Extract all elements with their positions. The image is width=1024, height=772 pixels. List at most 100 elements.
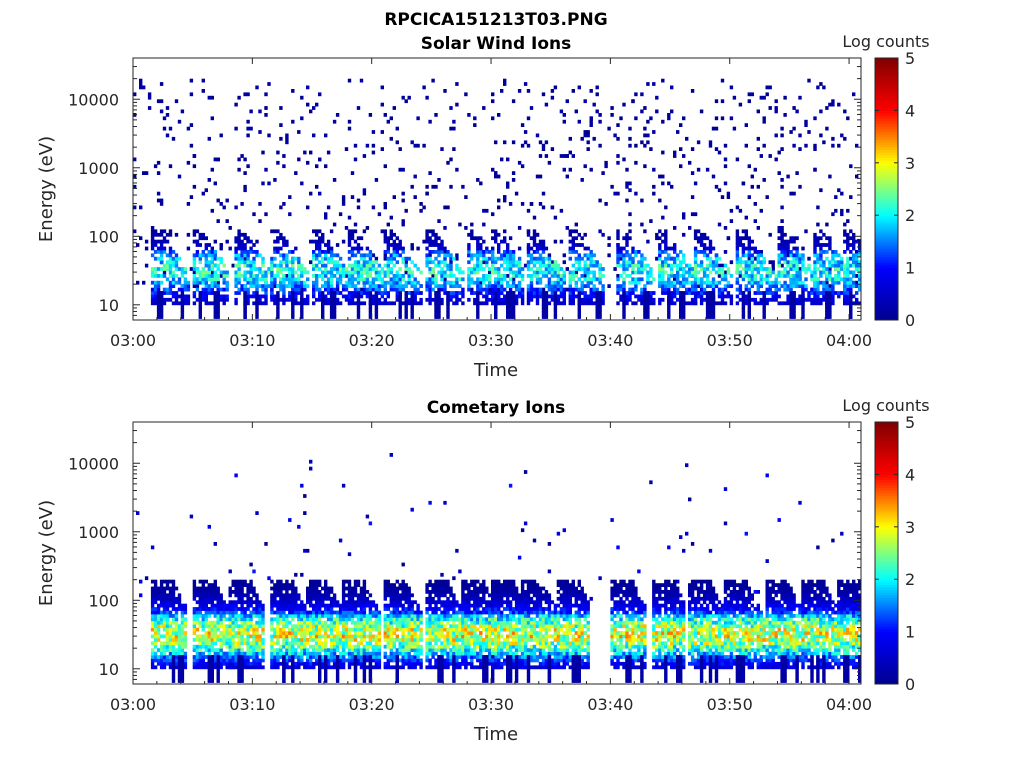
heatmap-cell bbox=[282, 240, 285, 244]
heatmap-cell bbox=[437, 315, 440, 319]
heatmap-cell bbox=[336, 291, 339, 295]
heatmap-cell bbox=[712, 315, 715, 319]
heatmap-cell bbox=[425, 264, 428, 268]
heatmap-cell bbox=[184, 611, 187, 615]
heatmap-cell bbox=[208, 621, 211, 625]
heatmap-cell bbox=[518, 274, 521, 278]
heatmap-cell bbox=[217, 587, 220, 591]
heatmap-cell bbox=[425, 192, 428, 196]
heatmap-cell bbox=[736, 206, 739, 210]
heatmap-cell bbox=[494, 171, 497, 175]
heatmap-cell bbox=[324, 298, 327, 302]
heatmap-cell bbox=[736, 288, 739, 292]
heatmap-cell bbox=[709, 257, 712, 261]
heatmap-cell bbox=[172, 621, 175, 625]
heatmap-cell bbox=[789, 240, 792, 244]
heatmap-cell bbox=[643, 229, 646, 233]
heatmap-cell bbox=[270, 277, 273, 281]
heatmap-cell bbox=[778, 295, 781, 299]
heatmap-cell bbox=[208, 250, 211, 254]
heatmap-cell bbox=[321, 233, 324, 237]
heatmap-cell bbox=[399, 274, 402, 278]
heatmap-cells bbox=[133, 79, 861, 319]
heatmap-cell bbox=[232, 607, 235, 611]
heatmap-cell bbox=[587, 274, 590, 278]
heatmap-cell bbox=[700, 291, 703, 295]
heatmap-cell bbox=[396, 140, 399, 144]
heatmap-cell bbox=[291, 305, 294, 309]
heatmap-cell bbox=[828, 236, 831, 240]
heatmap-cell bbox=[184, 638, 187, 642]
heatmap-cell bbox=[318, 274, 321, 278]
heatmap-cell bbox=[226, 655, 229, 659]
heatmap-cell bbox=[282, 253, 285, 257]
heatmap-cell bbox=[760, 96, 763, 100]
heatmap-cell bbox=[237, 229, 240, 233]
heatmap-cell bbox=[789, 264, 792, 268]
colorbar-label: Log counts bbox=[842, 32, 929, 51]
heatmap-cell bbox=[226, 624, 229, 628]
heatmap-cell bbox=[679, 264, 682, 268]
heatmap-cell bbox=[637, 277, 640, 281]
heatmap-cell bbox=[312, 106, 315, 110]
heatmap-cell bbox=[622, 277, 625, 281]
heatmap-cell bbox=[240, 288, 243, 292]
heatmap-cell bbox=[232, 604, 235, 608]
heatmap-cell bbox=[443, 274, 446, 278]
heatmap-cell bbox=[348, 264, 351, 268]
heatmap-cell bbox=[786, 284, 789, 288]
heatmap-cell bbox=[670, 298, 673, 302]
heatmap-cell bbox=[399, 308, 402, 312]
heatmap-cell bbox=[175, 264, 178, 268]
heatmap-cell bbox=[688, 498, 691, 502]
heatmap-cell bbox=[739, 264, 742, 268]
heatmap-cell bbox=[778, 171, 781, 175]
heatmap-cell bbox=[351, 301, 354, 305]
heatmap-cell bbox=[825, 284, 828, 288]
heatmap-cell bbox=[214, 621, 217, 625]
heatmap-cell bbox=[217, 274, 220, 278]
heatmap-cell bbox=[536, 233, 539, 237]
heatmap-cell bbox=[449, 185, 452, 189]
heatmap-cell bbox=[849, 229, 852, 233]
heatmap-cell bbox=[351, 274, 354, 278]
heatmap-cell bbox=[220, 638, 223, 642]
heatmap-cell bbox=[163, 247, 166, 251]
heatmap-cell bbox=[691, 147, 694, 151]
heatmap-cell bbox=[449, 274, 452, 278]
heatmap-cell bbox=[715, 116, 718, 120]
heatmap-cell bbox=[825, 271, 828, 275]
heatmap-cell bbox=[443, 253, 446, 257]
heatmap-cell bbox=[270, 264, 273, 268]
heatmap-cell bbox=[273, 284, 276, 288]
heatmap-cell bbox=[234, 624, 237, 628]
heatmap-cell bbox=[297, 284, 300, 288]
heatmap-cell bbox=[306, 549, 309, 553]
heatmap-cell bbox=[491, 229, 494, 233]
heatmap-cell bbox=[396, 236, 399, 240]
heatmap-cell bbox=[590, 89, 593, 93]
heatmap-cell bbox=[208, 600, 211, 604]
heatmap-cell bbox=[372, 288, 375, 292]
heatmap-cell bbox=[160, 301, 163, 305]
heatmap-cell bbox=[637, 264, 640, 268]
heatmap-cell bbox=[160, 99, 163, 103]
heatmap-cell bbox=[798, 501, 801, 505]
heatmap-cell bbox=[333, 305, 336, 309]
heatmap-cell bbox=[494, 301, 497, 305]
heatmap-cell bbox=[249, 284, 252, 288]
heatmap-cell bbox=[199, 645, 202, 649]
heatmap-cell bbox=[694, 212, 697, 216]
heatmap-cell bbox=[193, 253, 196, 257]
heatmap-cell bbox=[193, 611, 196, 615]
heatmap-cell bbox=[154, 638, 157, 642]
heatmap-cell bbox=[691, 212, 694, 216]
heatmap-cell bbox=[458, 271, 461, 275]
heatmap-cell bbox=[166, 617, 169, 621]
heatmap-cell bbox=[491, 257, 494, 261]
heatmap-cell bbox=[196, 652, 199, 656]
heatmap-cell bbox=[208, 614, 211, 618]
heatmap-cell bbox=[530, 274, 533, 278]
heatmap-cell bbox=[163, 291, 166, 295]
